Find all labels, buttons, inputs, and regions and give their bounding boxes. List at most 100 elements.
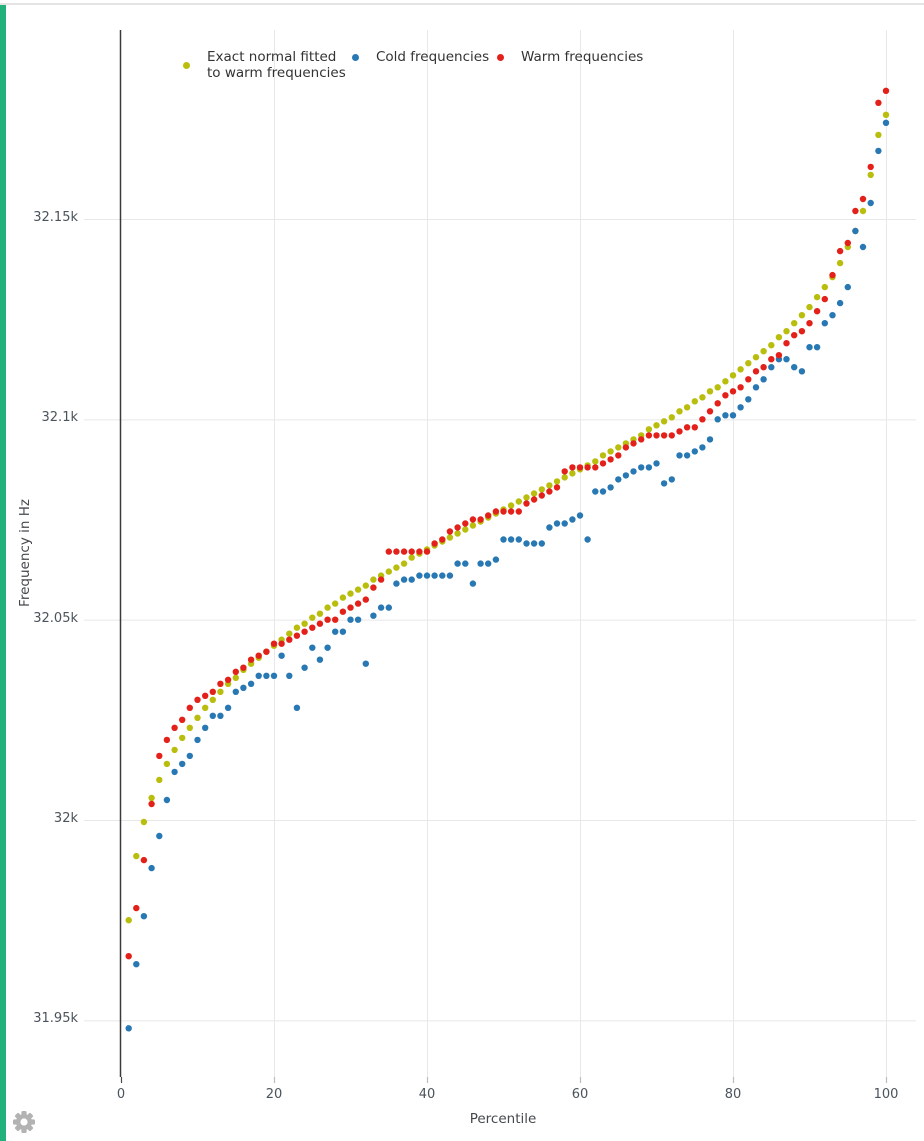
data-point[interactable]	[561, 474, 568, 481]
data-point[interactable]	[867, 199, 874, 207]
data-point[interactable]	[836, 247, 844, 255]
data-point[interactable]	[530, 490, 538, 497]
data-point[interactable]	[660, 480, 668, 487]
data-point[interactable]	[668, 432, 675, 439]
data-point[interactable]	[546, 488, 553, 495]
data-point[interactable]	[217, 688, 224, 695]
data-point[interactable]	[263, 672, 270, 679]
data-point[interactable]	[339, 594, 347, 601]
data-point[interactable]	[752, 368, 760, 375]
data-point[interactable]	[806, 320, 813, 327]
data-point[interactable]	[615, 452, 622, 459]
data-point[interactable]	[523, 500, 530, 507]
data-point[interactable]	[714, 384, 721, 391]
data-point[interactable]	[859, 243, 867, 251]
data-point[interactable]	[515, 508, 522, 515]
data-point[interactable]	[133, 961, 140, 968]
legend-item-fit[interactable]: Exact normal fitted to warm frequencies	[183, 49, 346, 81]
data-point[interactable]	[691, 424, 698, 431]
data-point[interactable]	[592, 458, 599, 465]
data-point[interactable]	[446, 534, 454, 541]
data-point[interactable]	[477, 560, 484, 567]
data-point[interactable]	[316, 656, 324, 663]
data-point[interactable]	[569, 516, 576, 523]
data-point[interactable]	[301, 628, 308, 635]
data-point[interactable]	[569, 464, 576, 471]
data-point[interactable]	[469, 522, 477, 529]
data-point[interactable]	[615, 476, 622, 483]
data-point[interactable]	[286, 636, 293, 643]
data-point[interactable]	[439, 536, 446, 543]
data-point[interactable]	[140, 818, 148, 826]
data-point[interactable]	[515, 498, 522, 505]
data-point[interactable]	[477, 516, 484, 523]
data-point[interactable]	[247, 656, 255, 663]
data-point[interactable]	[630, 440, 637, 447]
data-point[interactable]	[607, 456, 614, 463]
data-point[interactable]	[462, 526, 469, 533]
data-point[interactable]	[347, 616, 354, 623]
data-point[interactable]	[354, 600, 362, 607]
data-point[interactable]	[163, 796, 171, 804]
data-point[interactable]	[270, 672, 278, 679]
data-point[interactable]	[706, 388, 714, 395]
data-point[interactable]	[339, 628, 347, 635]
data-point[interactable]	[523, 540, 530, 547]
data-point[interactable]	[714, 416, 721, 423]
data-point[interactable]	[553, 484, 561, 491]
data-point[interactable]	[301, 620, 308, 627]
data-point[interactable]	[316, 620, 324, 627]
data-point[interactable]	[783, 356, 790, 363]
data-point[interactable]	[408, 548, 415, 555]
data-point[interactable]	[722, 412, 729, 419]
data-point[interactable]	[377, 576, 385, 583]
data-point[interactable]	[125, 917, 132, 924]
data-point[interactable]	[821, 283, 828, 291]
data-point[interactable]	[148, 800, 155, 808]
data-point[interactable]	[400, 548, 408, 555]
data-point[interactable]	[232, 688, 239, 695]
data-point[interactable]	[416, 548, 423, 555]
data-point[interactable]	[301, 664, 308, 671]
data-point[interactable]	[760, 364, 767, 371]
data-point[interactable]	[607, 448, 614, 455]
data-point[interactable]	[668, 414, 675, 421]
data-point[interactable]	[431, 572, 438, 579]
data-point[interactable]	[156, 752, 163, 760]
data-point[interactable]	[783, 340, 790, 347]
data-point[interactable]	[500, 508, 507, 515]
data-point[interactable]	[882, 119, 890, 127]
data-point[interactable]	[745, 396, 752, 403]
data-point[interactable]	[347, 590, 354, 597]
data-point[interactable]	[217, 712, 224, 719]
data-point[interactable]	[232, 674, 239, 681]
data-point[interactable]	[683, 452, 691, 459]
data-point[interactable]	[431, 540, 438, 547]
data-point[interactable]	[332, 616, 339, 623]
settings-gear-icon[interactable]	[11, 1109, 37, 1135]
data-point[interactable]	[576, 464, 584, 471]
data-point[interactable]	[469, 580, 477, 587]
data-point[interactable]	[270, 640, 278, 647]
data-point[interactable]	[309, 614, 316, 621]
data-point[interactable]	[760, 348, 767, 355]
data-point[interactable]	[186, 752, 193, 760]
data-point[interactable]	[454, 524, 461, 531]
data-point[interactable]	[683, 404, 691, 411]
series-cold-points[interactable]	[125, 119, 890, 1032]
data-point[interactable]	[240, 664, 247, 671]
data-point[interactable]	[408, 576, 415, 583]
data-point[interactable]	[171, 768, 178, 776]
data-point[interactable]	[339, 608, 347, 615]
data-point[interactable]	[538, 492, 545, 499]
data-point[interactable]	[622, 472, 630, 479]
data-point[interactable]	[370, 584, 377, 591]
data-point[interactable]	[622, 444, 630, 451]
data-point[interactable]	[400, 560, 408, 567]
data-point[interactable]	[530, 540, 538, 547]
data-point[interactable]	[706, 408, 714, 415]
data-point[interactable]	[607, 484, 614, 491]
data-point[interactable]	[202, 692, 209, 699]
data-point[interactable]	[179, 760, 186, 768]
data-point[interactable]	[791, 364, 798, 371]
